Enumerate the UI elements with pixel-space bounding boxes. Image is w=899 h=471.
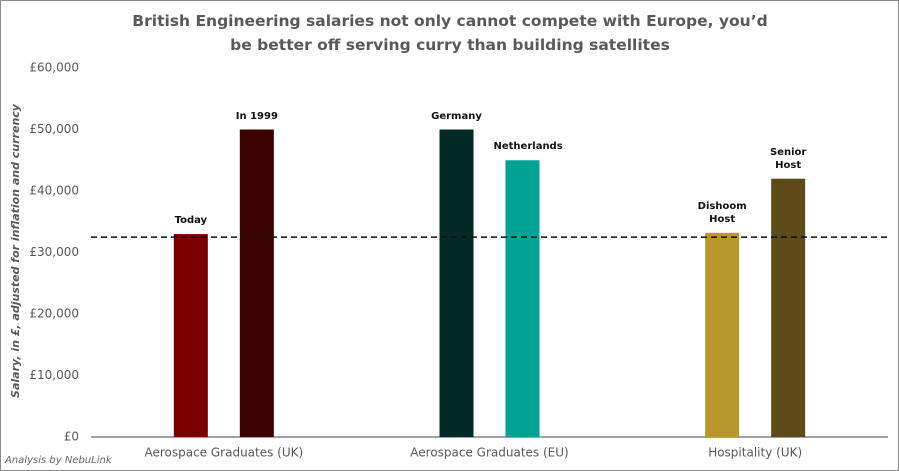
bar-label: Dishoom Host [697, 200, 747, 225]
bar-label: Today [174, 215, 208, 227]
y-axis-title: Salary, in £, adjusted for inflation and… [9, 103, 22, 398]
x-tick-label: Aerospace Graduates (EU) [410, 446, 568, 460]
bar [771, 178, 806, 437]
y-tick-label: £30,000 [29, 245, 79, 259]
bar [505, 160, 540, 437]
x-tick-label: Aerospace Graduates (UK) [144, 446, 303, 460]
y-tick-label: £60,000 [29, 61, 79, 75]
bar [439, 129, 474, 437]
footer: Analysis by NebuLink [5, 455, 112, 466]
x-tick-label: Hospitality (UK) [708, 446, 802, 460]
chart-title: British Engineering salaries not only ca… [132, 12, 768, 54]
y-tick-label: £20,000 [29, 307, 79, 321]
bar [239, 129, 274, 437]
bar-label: In 1999 [235, 110, 278, 122]
bar-label: Senior Host [769, 146, 807, 171]
y-tick-label: £0 [64, 430, 79, 444]
bar-label: Netherlands [493, 141, 563, 153]
y-tick-label: £10,000 [29, 368, 79, 382]
bar-label: Germany [431, 110, 482, 122]
bar [173, 234, 208, 437]
y-tick-label: £40,000 [29, 184, 79, 198]
bar [705, 232, 740, 437]
y-tick-label: £50,000 [29, 122, 79, 136]
